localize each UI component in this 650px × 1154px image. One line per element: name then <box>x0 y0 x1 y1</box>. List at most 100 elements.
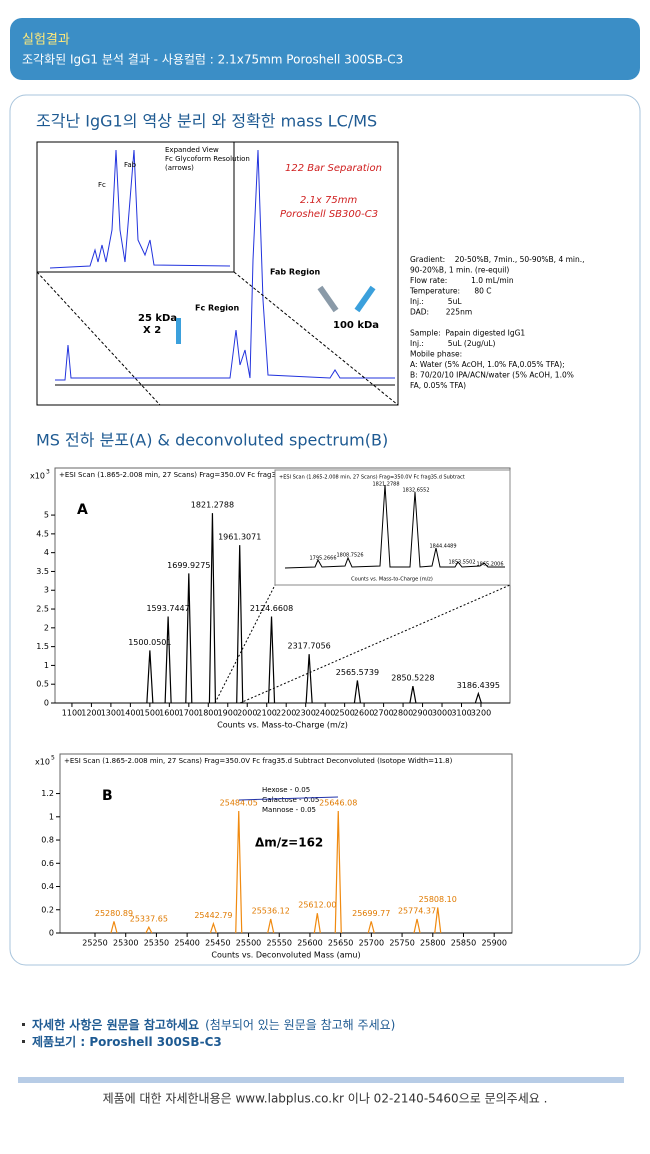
bullet <box>22 1040 25 1043</box>
inset-peak-label: 1795.2666 <box>309 556 336 562</box>
x-axis-label: Counts vs. Deconvoluted Mass (amu) <box>211 951 360 960</box>
x-tick-label: 25850 <box>451 939 476 948</box>
peak <box>267 918 275 934</box>
x-tick-label: 2300 <box>295 709 315 718</box>
peak <box>209 921 217 934</box>
plot-frame <box>59 753 513 934</box>
peak-label: 2565.5739 <box>336 668 379 677</box>
x-tick-label: 25800 <box>420 939 445 948</box>
x-tick-label: 2700 <box>373 709 393 718</box>
spectrum-title: +ESI Scan (1.865-2.008 min, 27 Scans) Fr… <box>59 471 294 479</box>
note-text: (첨부되어 있는 원문을 참고해 주세요) <box>205 1018 395 1032</box>
bullet <box>22 1023 25 1026</box>
condition-line: FA, 0.05% TFA) <box>410 381 466 390</box>
x-tick-label: 3000 <box>432 709 452 718</box>
condition-line: Mobile phase: <box>410 350 462 359</box>
peak <box>409 685 417 704</box>
inset-trace <box>284 484 505 569</box>
x-tick-label: 1600 <box>159 709 179 718</box>
peak-label: 1500.0501 <box>128 638 171 647</box>
y-tick-label: 1.2 <box>41 789 54 798</box>
x-tick-label: 2600 <box>354 709 374 718</box>
x-tick-label: 2500 <box>334 709 354 718</box>
section-heading: 조각난 IgG1의 역상 분리 와 정확한 mass LC/MS <box>36 112 377 131</box>
exponent-base: x10 <box>35 758 50 767</box>
y-tick-label: 1 <box>49 812 54 821</box>
peak-label: 1821.2788 <box>191 501 234 510</box>
inset-peak-label: 1821.2788 <box>372 482 399 488</box>
x-tick-label: 1400 <box>120 709 140 718</box>
spectrum-b: +ESI Scan (1.865-2.008 min, 27 Scans) Fr… <box>35 753 513 960</box>
peak <box>434 907 442 934</box>
delta-bracket <box>238 796 339 801</box>
peak-label: 25774.37 <box>398 907 436 916</box>
y-tick-label: 1.5 <box>36 642 49 651</box>
peak-label: 2850.5228 <box>391 674 434 683</box>
inset-peak-label: 1808.7526 <box>336 553 363 559</box>
section-heading: MS 전하 분포(A) & deconvoluted spectrum(B) <box>36 431 388 450</box>
condition-line: Inj.: 5uL <box>410 297 462 306</box>
peak-label: 3186.4395 <box>457 681 500 690</box>
x-tick-label: 2000 <box>237 709 257 718</box>
peak-label: 25442.79 <box>194 911 232 920</box>
inset-frame <box>36 141 235 273</box>
condition-line: Flow rate: 1.0 mL/min <box>410 276 514 285</box>
zoom-line <box>239 584 511 704</box>
peak <box>164 616 172 704</box>
inset-trace <box>49 149 231 269</box>
condition-line: A: Water (5% AcOH, 1.0% FA,0.05% TFA); <box>410 360 565 369</box>
peak-label: 2124.6608 <box>250 604 293 613</box>
x-tick-label: 1100 <box>62 709 82 718</box>
fc-icon <box>176 318 181 344</box>
x-tick-label: 3200 <box>471 709 491 718</box>
y-tick-label: 3 <box>44 586 49 595</box>
multiplier: X 2 <box>143 325 161 336</box>
footer: 제품에 대한 자세한내용은 www.labplus.co.kr 이나 02-21… <box>103 1092 548 1106</box>
peak <box>208 513 217 704</box>
x-axis-label: Counts vs. Mass-to-Charge (m/z) <box>217 721 348 730</box>
zoom-line <box>233 271 399 406</box>
separation-note: 122 Bar Separation <box>285 163 382 174</box>
inset-title: Expanded View <box>165 146 219 154</box>
peak-label: 2317.7056 <box>287 642 330 651</box>
peak <box>353 680 362 704</box>
peak <box>305 654 313 704</box>
chromatogram: Expanded View Fc Glycoform Resolution (a… <box>36 141 399 406</box>
x-tick-label: 1300 <box>101 709 121 718</box>
inset-x-label: Counts vs. Mass-to-Charge (m/z) <box>351 577 433 583</box>
sugar-legend: Mannose - 0.05 <box>262 806 316 814</box>
peak <box>236 545 244 704</box>
fc-region: Fc Region <box>195 304 240 313</box>
peak <box>367 921 375 934</box>
fab-icon <box>354 285 376 313</box>
peak-label: 25646.08 <box>319 798 357 807</box>
x-tick-label: 25650 <box>328 939 353 948</box>
spectrum-title: +ESI Scan (1.865-2.008 min, 27 Scans) Fr… <box>64 757 453 765</box>
panel-letter: A <box>77 502 88 518</box>
peak-label: 25808.10 <box>419 895 457 904</box>
x-tick-label: 25700 <box>359 939 384 948</box>
note: 자세한 사항은 원문을 참고하세요 (첨부되어 있는 원문을 참고해 주세요) <box>32 1017 395 1032</box>
condition-line: DAD: 225nm <box>410 308 472 317</box>
condition-line: Gradient: 20-50%B, 7min., 50-90%B, 4 min… <box>410 255 585 264</box>
x-tick-label: 25600 <box>297 939 322 948</box>
y-tick-label: 0.4 <box>41 882 54 891</box>
inset-note: (arrows) <box>165 164 194 172</box>
y-tick-label: 0.8 <box>41 836 54 845</box>
peak-label: 25484.05 <box>220 798 258 807</box>
y-tick-label: 5 <box>44 511 49 520</box>
exponent: 5 <box>51 755 55 762</box>
exponent: 3 <box>46 469 50 476</box>
peak <box>145 925 153 934</box>
footer-bar <box>18 1077 624 1083</box>
peak-label: 25612.00 <box>298 901 336 910</box>
conditions: Gradient: 20-50%B, 7min., 50-90%B, 4 min… <box>409 255 585 390</box>
x-tick-label: 3100 <box>451 709 471 718</box>
x-tick-label: 1200 <box>81 709 101 718</box>
fab-icon <box>317 285 339 313</box>
inset-peak-label: 1832.6552 <box>402 488 429 494</box>
note: 제품보기 : Poroshell 300SB-C3 <box>32 1034 222 1049</box>
header-label: 실험결과 <box>22 33 70 48</box>
